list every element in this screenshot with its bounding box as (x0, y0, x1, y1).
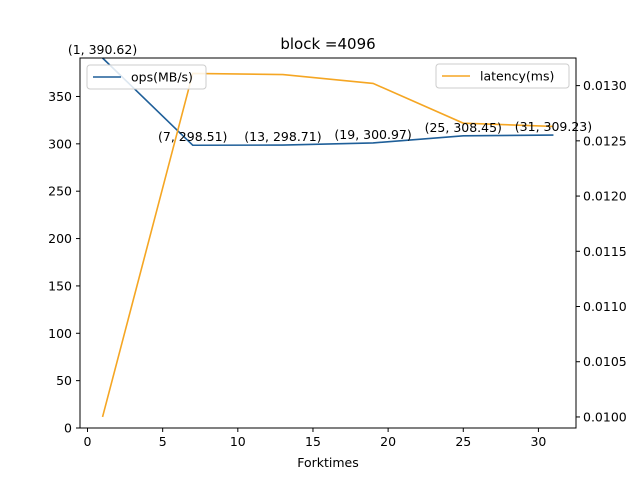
y-tick-label: 350 (48, 89, 72, 104)
legend-box-0 (86, 64, 207, 90)
series-line-1 (101, 72, 554, 418)
legend-label-0: ops(MB/s) (131, 70, 193, 85)
chart-title: block =4096 (280, 35, 375, 53)
legend-label-1: latency(ms) (480, 69, 554, 84)
x-tick-label: 15 (305, 434, 321, 449)
x-tick-label: 20 (380, 434, 396, 449)
x-tick-label: 10 (230, 434, 246, 449)
y2-tick-label: 0.0115 (583, 244, 627, 259)
y-tick-label: 0 (64, 421, 72, 436)
y2-tick-label: 0.0105 (583, 354, 627, 369)
data-label: (25, 308.45) (425, 120, 502, 135)
data-label: (13, 298.71) (244, 129, 321, 144)
data-label: (19, 300.97) (334, 127, 411, 142)
y2-tick-label: 0.0130 (583, 78, 627, 93)
plot-frame (79, 57, 577, 429)
y-tick-label: 300 (48, 136, 72, 151)
y-tick-label: 50 (56, 373, 72, 388)
y-tick-label: 200 (48, 231, 72, 246)
data-label: (31, 309.23) (515, 119, 592, 134)
y2-tick-label: 0.0100 (583, 409, 627, 424)
plot-background (80, 58, 576, 428)
data-label: (1, 390.62) (68, 42, 137, 57)
y-tick-label: 100 (48, 326, 72, 341)
y2-tick-label: 0.0125 (583, 133, 627, 148)
y2-tick-label: 0.0110 (583, 299, 627, 314)
y-tick-label: 250 (48, 184, 72, 199)
data-label: (7, 298.51) (158, 129, 227, 144)
x-tick-label: 30 (530, 434, 546, 449)
x-tick-label: 25 (455, 434, 471, 449)
x-tick-label: 5 (159, 434, 167, 449)
y-tick-label: 150 (48, 278, 72, 293)
x-tick-label: 0 (84, 434, 92, 449)
x-axis-label: Forktimes (297, 455, 359, 470)
y2-tick-label: 0.0120 (583, 189, 627, 204)
legend-box-1 (435, 63, 570, 89)
